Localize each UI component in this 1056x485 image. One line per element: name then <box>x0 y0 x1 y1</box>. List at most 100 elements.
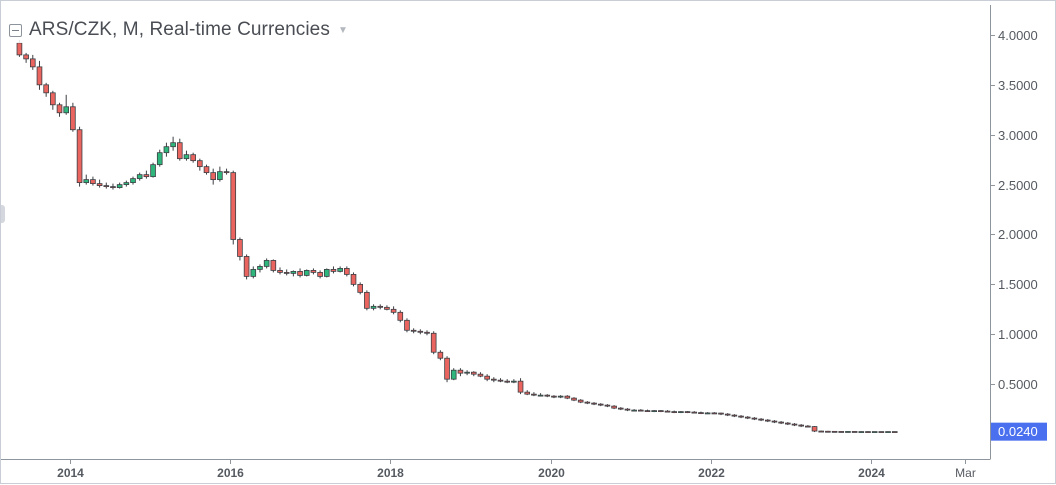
candle-body <box>651 410 657 413</box>
candle <box>417 329 424 335</box>
candle <box>370 304 377 311</box>
candle <box>865 431 871 433</box>
y-tick-label: 1.0000 <box>998 327 1038 342</box>
candle-body <box>357 283 363 293</box>
candle-body <box>437 351 444 359</box>
candle <box>437 350 444 361</box>
candle-body <box>731 414 738 417</box>
candle <box>116 182 123 189</box>
candle-body <box>130 178 136 184</box>
candle-body <box>818 430 825 433</box>
candle-body <box>36 66 43 86</box>
candle <box>103 182 110 189</box>
candle-body <box>103 185 110 188</box>
candle-body <box>484 375 490 380</box>
candle <box>811 426 818 433</box>
candle-body <box>203 166 210 174</box>
axes: 4.0000 3.5000 3.0000 2.5000 2.0000 1.5000 1.00… <box>1 5 1038 480</box>
candle <box>377 304 384 310</box>
candle-body <box>617 407 624 410</box>
candle <box>544 394 551 398</box>
candle <box>217 166 223 182</box>
candle-body <box>878 431 885 433</box>
candle-body <box>317 272 323 277</box>
candle <box>838 431 845 433</box>
candle <box>785 422 791 426</box>
candle-body <box>698 412 704 415</box>
candle-body <box>671 411 678 414</box>
candle <box>470 371 477 377</box>
candle-body <box>63 106 70 114</box>
x-tick-label: Mar <box>955 466 976 480</box>
candle <box>845 431 851 433</box>
candle-body <box>16 42 23 56</box>
candle-body <box>477 373 484 377</box>
x-tick-label: 2014 <box>57 466 84 480</box>
candle-body <box>718 412 724 415</box>
candle <box>163 142 170 157</box>
candle-body <box>684 411 691 414</box>
candle-body <box>250 269 257 277</box>
candle-body <box>497 379 504 382</box>
candle-body <box>116 184 123 188</box>
candle <box>818 430 825 433</box>
candle-body <box>638 409 644 412</box>
candle-body <box>270 260 277 271</box>
candle-body <box>758 418 764 421</box>
candle <box>56 102 63 117</box>
candle-body <box>891 431 898 433</box>
candle <box>537 393 544 397</box>
x-tick-label: 2024 <box>858 466 885 480</box>
candle <box>70 102 76 132</box>
candle <box>698 411 704 415</box>
candle-body <box>323 269 330 277</box>
candle <box>397 310 404 323</box>
candle <box>357 282 363 295</box>
candle-body <box>337 268 343 272</box>
candle-body <box>364 291 370 309</box>
panel-resize-handle[interactable] <box>1 205 5 223</box>
candle <box>624 408 631 412</box>
candle <box>203 164 210 175</box>
candle <box>531 392 537 397</box>
x-tick-label: 2018 <box>377 466 404 480</box>
candle-body <box>297 271 303 276</box>
candle-body <box>56 104 63 114</box>
candle-body <box>217 171 223 181</box>
candle <box>76 126 83 187</box>
candle-body <box>350 274 357 285</box>
candle-body <box>491 378 497 381</box>
candle <box>290 270 297 277</box>
candle-body <box>611 405 617 409</box>
candle <box>691 411 698 414</box>
candle-body <box>183 154 190 160</box>
candle-body <box>410 329 417 332</box>
candle <box>90 176 96 186</box>
candle-body <box>644 410 651 413</box>
last-price-box <box>991 422 1047 441</box>
candle <box>150 162 156 178</box>
candle-body <box>825 430 831 433</box>
candle-body <box>664 410 671 413</box>
collapse-box-icon[interactable] <box>9 23 22 37</box>
candle <box>718 412 724 416</box>
candle-body <box>344 268 350 275</box>
candle-body <box>865 431 871 433</box>
candle <box>183 150 190 161</box>
candle-body <box>838 431 845 433</box>
candle-body <box>564 395 571 399</box>
candle-body <box>210 172 217 181</box>
candle-body <box>150 164 156 178</box>
candle-body <box>798 424 804 427</box>
candle-body <box>597 403 604 406</box>
candle-body <box>83 179 90 184</box>
candle <box>156 149 163 167</box>
candle <box>330 266 337 274</box>
symbol-title[interactable]: ARS/CZK, M, Real-time Currencies <box>29 19 330 40</box>
candle <box>871 431 878 433</box>
chevron-down-icon[interactable]: ▼ <box>337 24 348 36</box>
candle <box>424 330 430 336</box>
candle <box>491 377 497 383</box>
candle-body <box>23 54 29 60</box>
